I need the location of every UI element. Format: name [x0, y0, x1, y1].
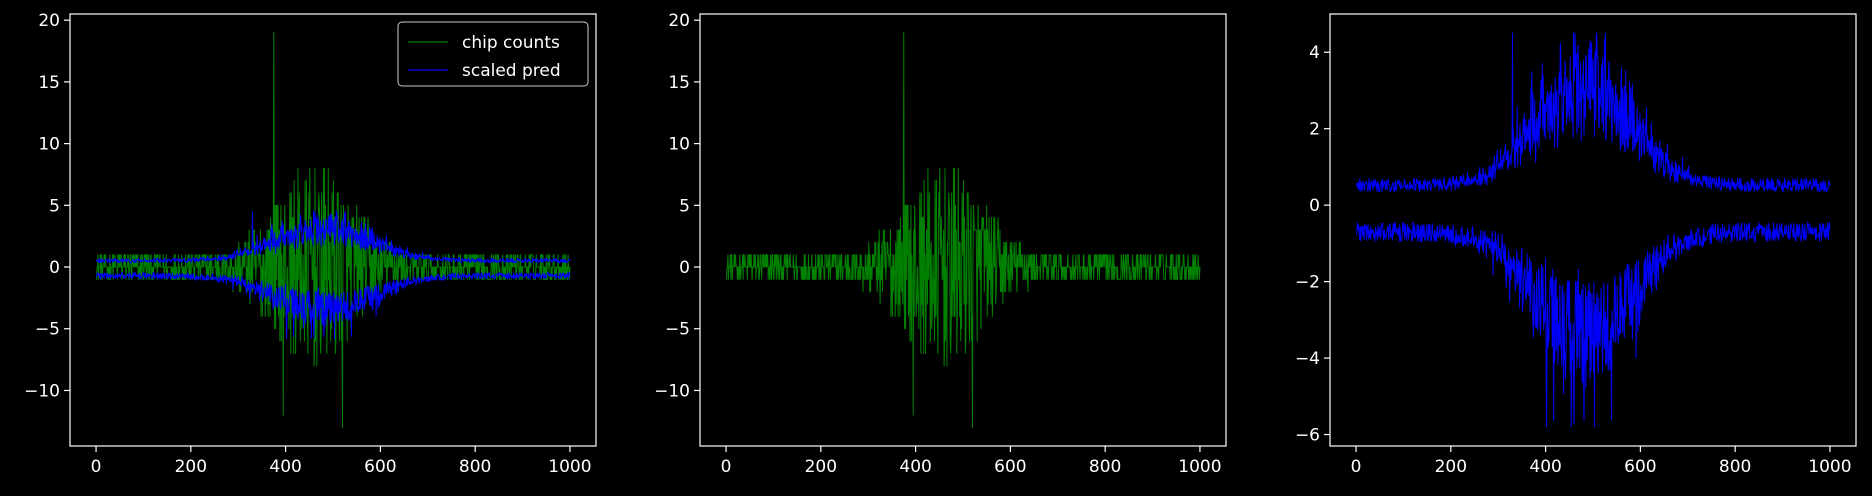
y-tick-label: 10 — [668, 135, 690, 155]
y-tick-label: 0 — [49, 258, 60, 278]
x-tick-label: 0 — [721, 457, 732, 477]
y-tick-label: −10 — [654, 381, 690, 401]
x-tick-label: 200 — [175, 457, 207, 477]
y-tick-label: −5 — [665, 320, 690, 340]
y-tick-label: 4 — [1309, 43, 1320, 63]
x-tick-label: 0 — [91, 457, 102, 477]
y-tick-label: −10 — [24, 381, 60, 401]
legend-label: scaled pred — [462, 61, 561, 81]
legend-label: chip counts — [462, 33, 560, 53]
y-tick-label: 15 — [668, 73, 690, 93]
y-tick-label: −5 — [35, 320, 60, 340]
y-tick-label: 20 — [38, 11, 60, 31]
x-tick-label: 600 — [1624, 457, 1656, 477]
y-tick-label: 15 — [38, 73, 60, 93]
y-tick-label: 2 — [1309, 120, 1320, 140]
x-tick-label: 800 — [459, 457, 491, 477]
x-tick-label: 1000 — [548, 457, 591, 477]
y-tick-label: −2 — [1295, 273, 1320, 293]
x-tick-label: 400 — [269, 457, 301, 477]
legend: chip counts scaled pred — [398, 22, 588, 86]
x-tick-label: 1000 — [1808, 457, 1851, 477]
x-tick-label: 400 — [899, 457, 931, 477]
x-tick-label: 800 — [1719, 457, 1751, 477]
y-tick-label: 5 — [679, 196, 690, 216]
x-tick-label: 0 — [1351, 457, 1362, 477]
y-tick-label: 5 — [49, 196, 60, 216]
y-tick-label: 20 — [668, 11, 690, 31]
x-tick-label: 200 — [805, 457, 837, 477]
x-tick-label: 600 — [364, 457, 396, 477]
x-tick-label: 200 — [1435, 457, 1467, 477]
y-tick-label: −4 — [1295, 349, 1320, 369]
y-tick-label: −6 — [1295, 426, 1320, 446]
x-tick-label: 1000 — [1178, 457, 1221, 477]
y-tick-label: 0 — [679, 258, 690, 278]
y-tick-label: 10 — [38, 135, 60, 155]
x-tick-label: 600 — [994, 457, 1026, 477]
y-tick-label: 0 — [1309, 196, 1320, 216]
x-tick-label: 800 — [1089, 457, 1121, 477]
x-tick-label: 400 — [1529, 457, 1561, 477]
